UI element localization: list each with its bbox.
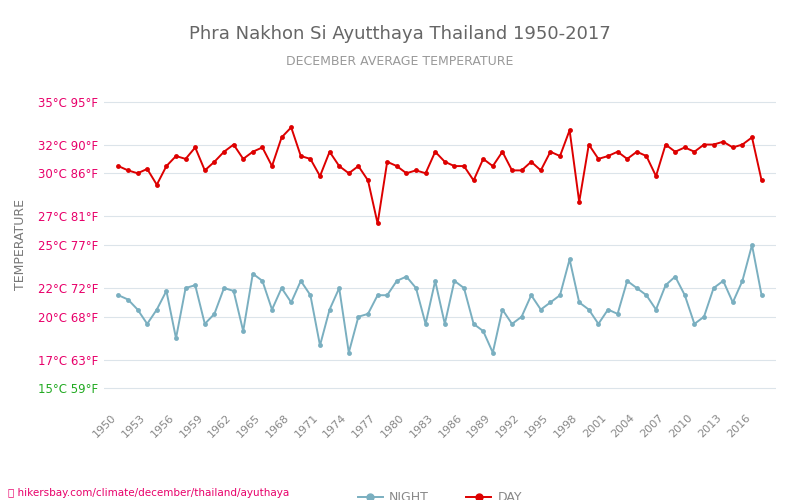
DAY (699, 142, 709, 148)
DAY (757, 178, 766, 184)
DAY (286, 124, 296, 130)
NIGHT (555, 292, 565, 298)
NIGHT (584, 306, 594, 312)
NIGHT (699, 314, 709, 320)
NIGHT (344, 350, 354, 356)
DAY (373, 220, 382, 226)
NIGHT (709, 285, 718, 291)
NIGHT (690, 321, 699, 327)
DAY (718, 138, 728, 144)
NIGHT (747, 242, 757, 248)
Text: ⌖ hikersbay.com/climate/december/thailand/ayuthaya: ⌖ hikersbay.com/climate/december/thailan… (8, 488, 290, 498)
Legend: NIGHT, DAY: NIGHT, DAY (353, 486, 527, 500)
Text: DECEMBER AVERAGE TEMPERATURE: DECEMBER AVERAGE TEMPERATURE (286, 55, 514, 68)
Y-axis label: TEMPERATURE: TEMPERATURE (14, 200, 27, 290)
DAY (114, 163, 123, 169)
DAY (565, 127, 574, 133)
Line: DAY: DAY (116, 125, 764, 226)
NIGHT (114, 292, 123, 298)
DAY (594, 156, 603, 162)
Line: NIGHT: NIGHT (116, 242, 764, 355)
DAY (642, 153, 651, 159)
DAY (709, 142, 718, 148)
NIGHT (632, 285, 642, 291)
Text: Phra Nakhon Si Ayutthaya Thailand 1950-2017: Phra Nakhon Si Ayutthaya Thailand 1950-2… (189, 25, 611, 43)
NIGHT (757, 292, 766, 298)
